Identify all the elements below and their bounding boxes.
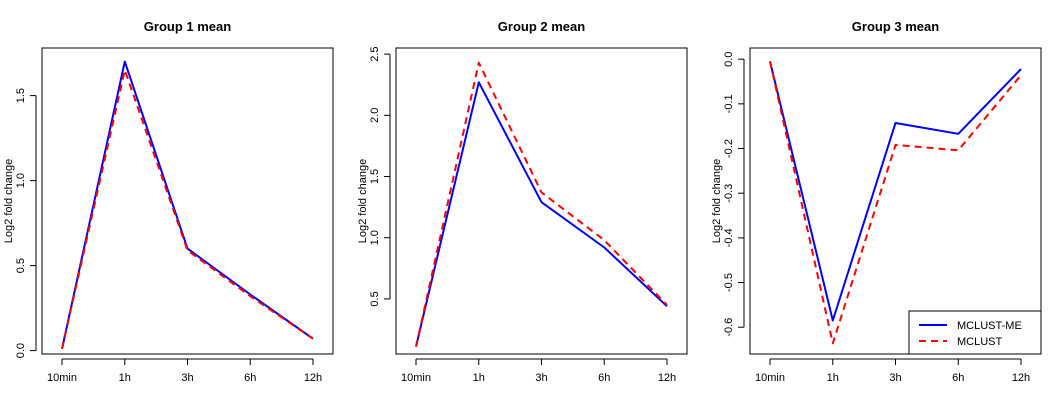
- y-tick-label: 2.5: [369, 46, 381, 61]
- y-tick-label: -0.5: [723, 273, 735, 292]
- series-line-mclust: [61, 69, 314, 350]
- legend-label: MCLUST: [957, 336, 1003, 348]
- y-tick-label: 0.0: [723, 52, 735, 67]
- x-tick-label: 6h: [598, 372, 610, 384]
- x-tick-label: 6h: [952, 372, 964, 384]
- y-axis: 0.0 -0.1 -0.2 -0.3 -0.4 -0.5 -0.6: [723, 52, 745, 337]
- y-tick-label: 0.5: [369, 291, 381, 306]
- x-tick-label: 12h: [658, 372, 676, 384]
- x-tick-label: 3h: [535, 372, 547, 384]
- x-tick-label: 3h: [889, 372, 901, 384]
- plot-frame: [41, 47, 334, 355]
- legend: MCLUST-ME MCLUST: [908, 310, 1042, 355]
- plot-frame: [395, 47, 688, 355]
- x-tick-label: 10min: [401, 372, 431, 384]
- x-tick-label: 12h: [304, 372, 322, 384]
- chart-title: Group 3 mean: [852, 19, 939, 34]
- x-axis: 10min 1h 3h 6h 12h: [401, 358, 676, 384]
- y-tick-label: 0.5: [15, 258, 27, 273]
- y-axis-label: Log2 fold change: [3, 159, 15, 243]
- x-tick-label: 12h: [1012, 372, 1030, 384]
- y-axis: 0.0 0.5 1.0 1.5: [15, 88, 37, 358]
- series-line-mclust-me: [61, 60, 314, 350]
- y-axis: 0.5 1.0 1.5 2.0 2.5: [369, 46, 391, 307]
- x-axis: 10min 1h 3h 6h 12h: [755, 358, 1030, 384]
- chart-title: Group 2 mean: [498, 19, 585, 34]
- series-line-mclust-me: [415, 81, 668, 347]
- y-tick-label: -0.6: [723, 318, 735, 337]
- x-tick-label: 1h: [119, 372, 131, 384]
- x-tick-label: 10min: [755, 372, 785, 384]
- y-tick-label: 2.0: [369, 108, 381, 123]
- y-tick-label: 1.0: [369, 230, 381, 245]
- y-tick-label: -0.1: [723, 94, 735, 113]
- y-tick-label: 1.5: [369, 169, 381, 184]
- y-tick-label: 0.0: [15, 343, 27, 358]
- legend-label: MCLUST-ME: [957, 320, 1022, 332]
- x-tick-label: 3h: [181, 372, 193, 384]
- legend-box: [908, 310, 1042, 355]
- x-tick-label: 1h: [473, 372, 485, 384]
- series-line-mclust: [415, 61, 668, 347]
- y-tick-label: -0.2: [723, 139, 735, 158]
- y-axis-label: Log2 fold change: [357, 159, 369, 243]
- y-tick-label: -0.3: [723, 184, 735, 203]
- y-tick-label: 1.0: [15, 173, 27, 188]
- x-tick-label: 6h: [244, 372, 256, 384]
- y-axis-label: Log2 fold change: [711, 159, 723, 243]
- x-tick-label: 10min: [47, 372, 77, 384]
- x-axis: 10min 1h 3h 6h 12h: [47, 358, 322, 384]
- series-line-mclust-me: [769, 61, 1022, 322]
- y-tick-label: -0.4: [723, 228, 735, 247]
- series-line-mclust: [769, 61, 1022, 345]
- y-tick-label: 1.5: [15, 88, 27, 103]
- x-tick-label: 1h: [827, 372, 839, 384]
- chart-title: Group 1 mean: [144, 19, 231, 34]
- plot-frame: [749, 47, 1042, 355]
